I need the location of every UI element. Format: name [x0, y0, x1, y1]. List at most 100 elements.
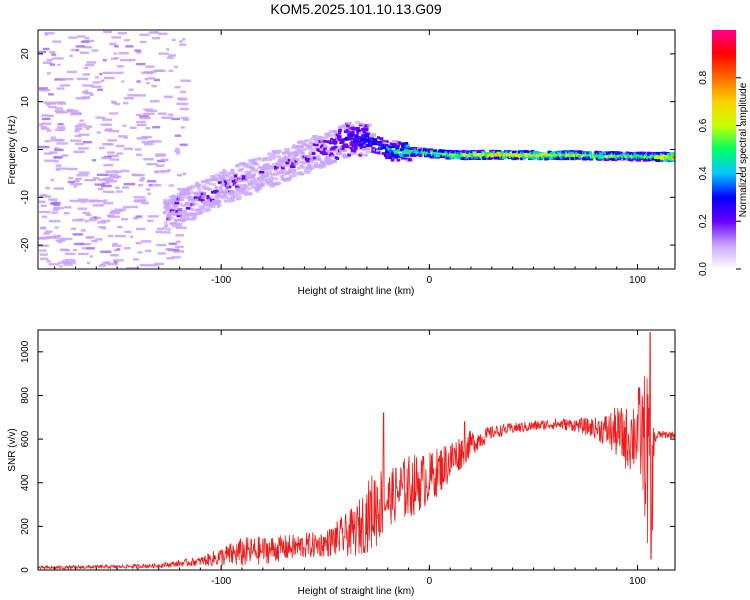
- trace-cell: [562, 152, 567, 156]
- trace-cell: [343, 128, 349, 132]
- trace-cell: [230, 168, 235, 172]
- trace-cell: [202, 204, 208, 208]
- trace-cell: [320, 142, 325, 145]
- trace-cell: [287, 158, 292, 162]
- noise-cell: [83, 66, 89, 70]
- trace-cell: [284, 147, 290, 151]
- noise-cell: [157, 112, 167, 115]
- spectrogram-y-tick-label: 0: [20, 146, 31, 152]
- trace-cell: [196, 185, 201, 189]
- trace-cell: [217, 176, 221, 180]
- noise-cell: [68, 176, 74, 180]
- trace-cell: [523, 150, 529, 153]
- noise-cell: [74, 180, 80, 183]
- trace-cell: [365, 138, 372, 142]
- trace-cell: [450, 156, 456, 160]
- noise-cell: [139, 179, 144, 182]
- trace-cell: [216, 203, 222, 207]
- trace-cell: [273, 169, 279, 173]
- trace-cell: [335, 133, 340, 137]
- trace-cell: [252, 159, 257, 163]
- trace-cell: [643, 155, 649, 159]
- noise-cell: [103, 163, 114, 167]
- noise-cell: [179, 143, 188, 146]
- trace-cell: [256, 186, 261, 190]
- trace-cell: [341, 147, 345, 151]
- noise-cell: [70, 112, 83, 116]
- spectrogram-y-tick-label: -20: [20, 237, 31, 252]
- trace-cell: [304, 161, 311, 164]
- trace-cell: [412, 150, 416, 153]
- noise-cell: [61, 259, 67, 263]
- trace-cell: [405, 144, 411, 148]
- snr-y-label: SNR (v/v): [7, 428, 18, 471]
- trace-cell: [223, 199, 227, 203]
- trace-cell: [401, 156, 407, 160]
- trace-cell: [363, 126, 369, 130]
- trace-cell: [617, 151, 621, 155]
- trace-cell: [364, 124, 369, 127]
- trace-cell: [275, 172, 279, 176]
- noise-cell: [176, 240, 181, 243]
- noise-cell: [98, 264, 107, 267]
- trace-cell: [620, 158, 625, 162]
- trace-cell: [668, 152, 673, 156]
- snr-y-tick-label: 600: [20, 430, 31, 447]
- noise-cell: [52, 208, 60, 211]
- noise-cell: [78, 252, 89, 256]
- noise-cell: [174, 245, 184, 249]
- noise-cell: [143, 108, 154, 111]
- trace-cell: [169, 199, 176, 202]
- spectrogram-x-tick-label: 0: [427, 275, 433, 286]
- trace-cell: [651, 157, 657, 161]
- trace-cell: [433, 149, 438, 153]
- noise-cell: [114, 208, 126, 211]
- noise-cell: [111, 244, 122, 247]
- trace-cell: [375, 149, 382, 153]
- noise-cell: [123, 182, 136, 186]
- trace-cell: [278, 157, 285, 160]
- trace-cell: [185, 206, 191, 210]
- trace-cell: [230, 198, 235, 202]
- noise-cell: [147, 215, 159, 218]
- noise-cell: [145, 188, 151, 191]
- trace-cell: [607, 151, 611, 155]
- noise-cell: [54, 101, 65, 104]
- trace-cell: [314, 161, 319, 165]
- trace-cell: [263, 168, 269, 172]
- noise-cell: [157, 227, 165, 231]
- noise-cell: [113, 261, 118, 264]
- trace-cell: [189, 191, 195, 195]
- trace-cell: [630, 158, 634, 162]
- trace-cell: [184, 187, 191, 191]
- noise-cell: [100, 219, 111, 223]
- trace-cell: [389, 142, 393, 146]
- noise-cell: [129, 205, 139, 209]
- trace-cell: [349, 133, 355, 137]
- trace-cell: [359, 143, 364, 147]
- trace-cell: [386, 146, 391, 150]
- trace-cell: [302, 162, 306, 166]
- noise-cell: [66, 70, 77, 74]
- noise-cell: [50, 138, 56, 142]
- snr-y-tick-label: 0: [20, 567, 31, 573]
- trace-cell: [348, 136, 354, 140]
- trace-cell: [186, 186, 192, 189]
- trace-cell: [551, 154, 556, 158]
- trace-cell: [181, 204, 187, 207]
- noise-cell: [84, 92, 93, 95]
- noise-cell: [54, 138, 64, 142]
- trace-cell: [357, 146, 362, 150]
- trace-cell: [202, 191, 207, 195]
- noise-cell: [136, 51, 142, 54]
- trace-cell: [325, 149, 331, 153]
- trace-cell: [188, 213, 193, 217]
- trace-cell: [399, 148, 404, 151]
- noise-cell: [76, 77, 89, 81]
- trace-cell: [185, 192, 191, 195]
- trace-cell: [342, 152, 347, 156]
- trace-cell: [291, 162, 296, 166]
- trace-cell: [399, 153, 404, 157]
- trace-cell: [404, 142, 409, 145]
- snr-frame: [37, 329, 676, 571]
